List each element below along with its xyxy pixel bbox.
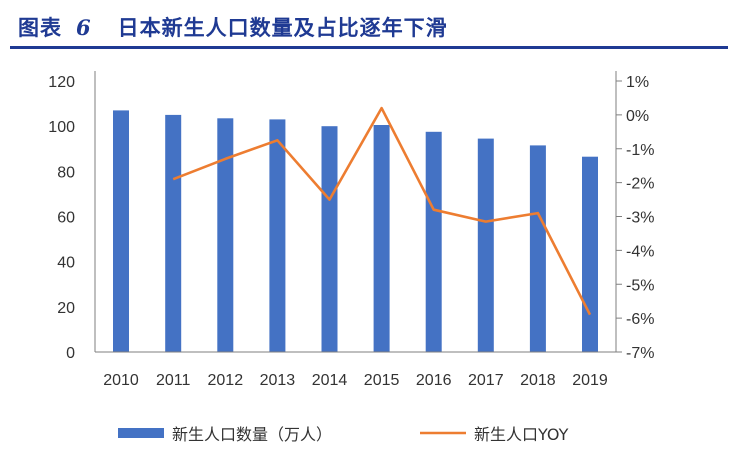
- figure-header: 图表 6 日本新生人口数量及占比逐年下滑: [10, 4, 732, 49]
- bar-series: [113, 110, 598, 353]
- y-right-tick-label: 1%: [626, 74, 649, 91]
- y-right-tick-label: -7%: [626, 345, 654, 362]
- y-right-tick-label: -6%: [626, 311, 654, 328]
- y-left-tick-label: 40: [57, 255, 75, 272]
- line-series: [172, 106, 592, 316]
- x-tick-label: 2017: [468, 372, 504, 389]
- y-left-tick-label: 20: [57, 300, 75, 317]
- bar-2017: [477, 138, 494, 352]
- y-right-tick-label: -4%: [626, 243, 654, 260]
- y-right-tick-label: -5%: [626, 277, 654, 294]
- figure-number: 6: [76, 15, 92, 40]
- legend-swatch-births: [118, 428, 164, 438]
- x-tick-label: 2012: [208, 372, 244, 389]
- bar-2012: [217, 118, 234, 352]
- bar-2010: [113, 110, 129, 353]
- bar-2016: [425, 131, 442, 352]
- y-left-tick-label: 80: [57, 164, 75, 181]
- figure-label: 图表: [18, 15, 62, 40]
- bar-2019: [582, 156, 598, 352]
- y-left-tick-label: 0: [66, 345, 75, 362]
- header-rule: [10, 46, 728, 49]
- y-right-tick-label: 0%: [626, 108, 649, 125]
- bar-2013: [269, 119, 286, 353]
- bar-2011: [165, 114, 182, 353]
- x-tick-label: 2013: [260, 372, 296, 389]
- bar-2015: [373, 125, 390, 352]
- x-tick-label: 2014: [312, 372, 348, 389]
- legend: 新生人口数量（万人） 新生人口YOY: [118, 425, 569, 444]
- y-right-tick-label: -2%: [626, 176, 654, 193]
- y-right-tick-label: -3%: [626, 210, 654, 227]
- bar-2014: [321, 126, 338, 352]
- x-tick-label: 2011: [156, 372, 191, 389]
- legend-label-yoy: 新生人口YOY: [474, 425, 569, 444]
- legend-label-births: 新生人口数量（万人）: [172, 425, 332, 444]
- figure-title-text: 日本新生人口数量及占比逐年下滑: [117, 15, 448, 40]
- y-left-tick-label: 60: [57, 210, 75, 227]
- y-right-tick-label: -1%: [626, 142, 654, 159]
- x-tick-label: 2019: [572, 372, 608, 389]
- x-tick-label: 2010: [103, 372, 139, 389]
- figure-title: 图表 6 日本新生人口数量及占比逐年下滑: [18, 12, 448, 42]
- x-tick-label: 2018: [520, 372, 556, 389]
- y-left-tick-label: 120: [48, 74, 75, 91]
- axes: 0 20 40 60 80 100 120 1% 0% -1% -2% -3% -4% -5% -6% -7%…: [48, 71, 654, 389]
- x-tick-label: 2016: [416, 372, 452, 389]
- bar-2018: [529, 145, 546, 352]
- y-left-tick-label: 100: [48, 119, 75, 136]
- x-tick-label: 2015: [364, 372, 400, 389]
